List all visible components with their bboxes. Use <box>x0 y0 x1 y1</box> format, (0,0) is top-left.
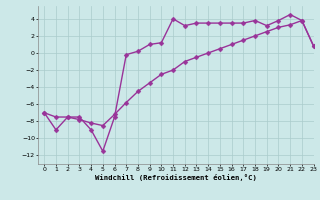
X-axis label: Windchill (Refroidissement éolien,°C): Windchill (Refroidissement éolien,°C) <box>95 174 257 181</box>
